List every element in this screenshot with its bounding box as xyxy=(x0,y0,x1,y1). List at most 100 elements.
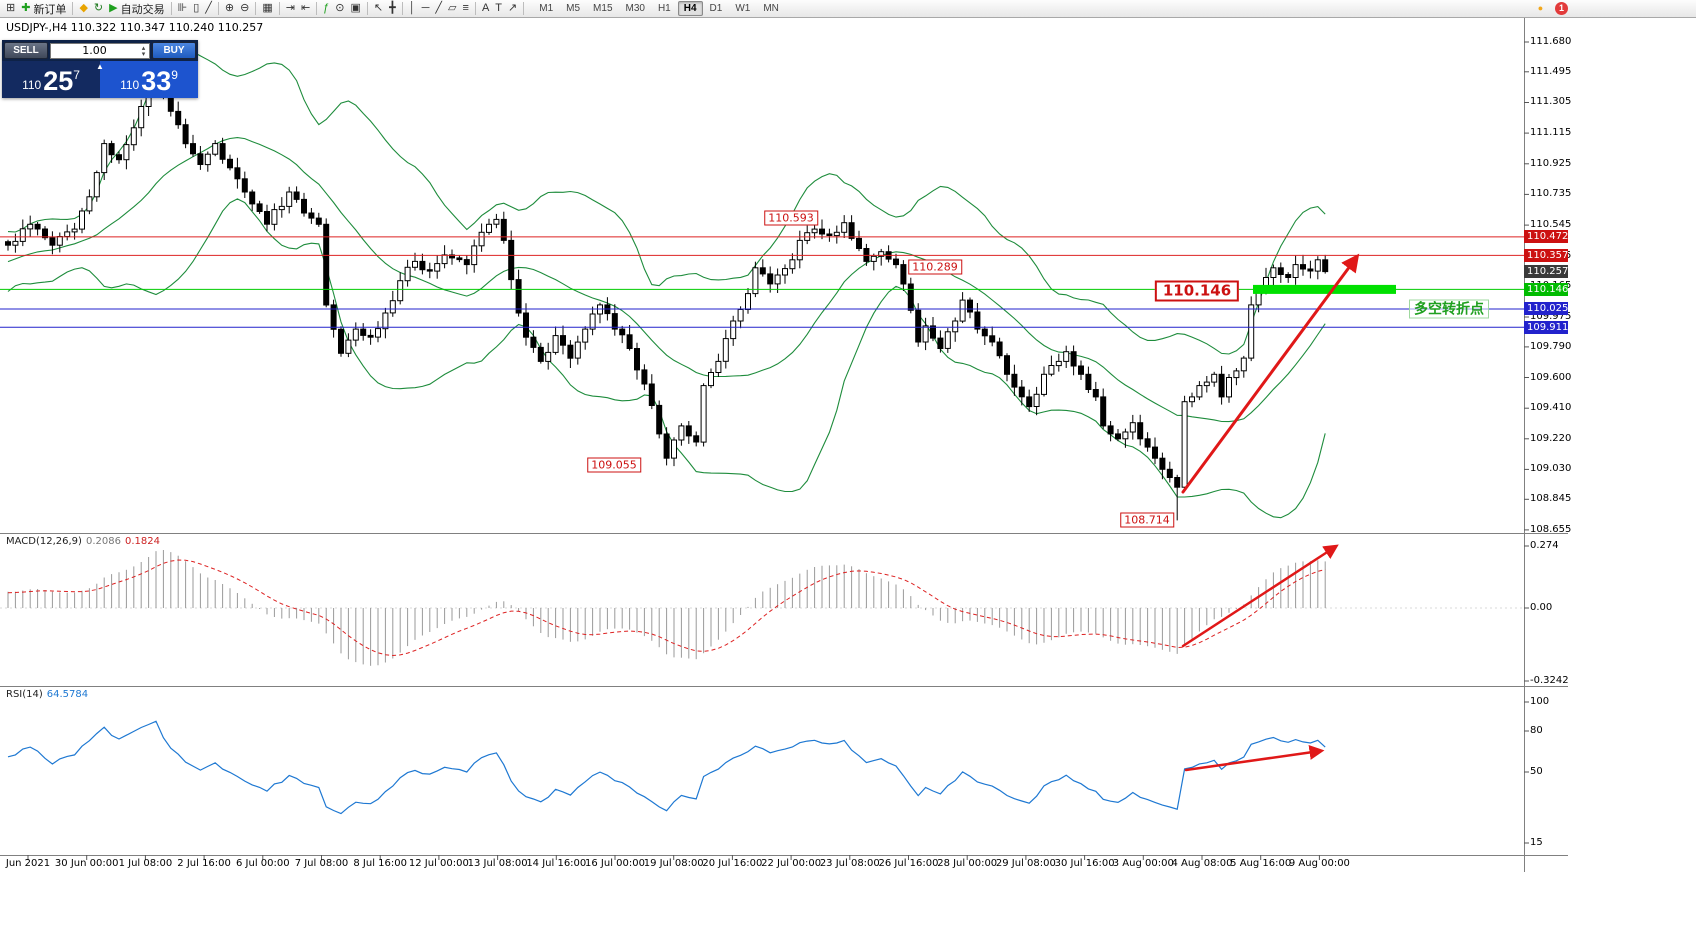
volume-value: 1.00 xyxy=(82,44,107,57)
tile-windows-icon: ▦ xyxy=(262,2,273,14)
rsi-value: 64.5784 xyxy=(46,689,89,700)
profiles-button[interactable]: ◆ xyxy=(76,1,90,17)
cursor-icon: ↖ xyxy=(373,2,384,14)
chart-shift-icon: ⇤ xyxy=(300,2,311,14)
templates-icon: ▣ xyxy=(350,2,361,14)
auto-scroll-icon: ⇥ xyxy=(285,2,295,14)
timeframe-m1[interactable]: M1 xyxy=(539,3,554,14)
sell-price-display[interactable]: 110 25 7 xyxy=(2,61,100,98)
line-chart-icon: ╱ xyxy=(205,2,212,14)
zoom-in-button[interactable]: ⊕ xyxy=(222,1,237,17)
periods-button[interactable]: ⊙ xyxy=(332,1,347,17)
zoom-out-icon: ⊖ xyxy=(240,2,250,14)
bar-chart-button[interactable]: ⊪ xyxy=(175,1,191,17)
crosshair-icon: ╋ xyxy=(389,2,396,14)
rsi-indicator-label: RSI(14) 64.5784 xyxy=(4,689,91,700)
timeframe-d1[interactable]: D1 xyxy=(709,3,723,14)
trendline-icon: ╱ xyxy=(435,2,443,14)
refresh-button[interactable]: ↻ xyxy=(91,1,106,17)
toolbar-separator xyxy=(474,2,476,15)
horizontal-line-button[interactable]: ─ xyxy=(419,1,433,17)
templates-button[interactable]: ▣ xyxy=(348,1,364,17)
spin-up-icon[interactable]: ▴ xyxy=(141,43,146,52)
zoom-out-button[interactable]: ⊖ xyxy=(237,1,252,17)
spin-down-icon[interactable]: ▾ xyxy=(141,49,146,58)
new-order-icon: ✚ xyxy=(21,2,31,14)
timeframe-h4[interactable]: H4 xyxy=(677,1,703,16)
candlestick-chart-icon: ▯ xyxy=(193,2,200,14)
sell-price-prefix: 110 xyxy=(22,78,42,92)
buy-price-prefix: 110 xyxy=(120,78,140,92)
fibonacci-button[interactable]: ≡ xyxy=(460,1,472,17)
timeframe-h1[interactable]: H1 xyxy=(657,3,671,14)
sell-button[interactable]: SELL xyxy=(4,42,48,59)
candlestick-chart-button[interactable]: ▯ xyxy=(190,1,202,17)
arrows-icon: ↗ xyxy=(508,2,518,14)
trade-panel-prices: 110 25 7 ▲ 110 33 9 xyxy=(2,61,198,98)
sell-price-big: 25 xyxy=(43,66,74,96)
toolbar-separator xyxy=(170,2,172,15)
equidistant-channel-icon: ▱ xyxy=(448,2,457,14)
vertical-line-button[interactable]: │ xyxy=(406,1,419,17)
horizontal-line-icon: ─ xyxy=(421,2,430,14)
timeframe-w1[interactable]: W1 xyxy=(735,3,751,14)
macd-indicator-label: MACD(12,26,9) 0.2086 0.1824 xyxy=(4,536,162,547)
sell-price-sup: 7 xyxy=(73,68,80,82)
vertical-line-icon: │ xyxy=(408,2,416,14)
text-icon: A xyxy=(481,2,490,14)
toolbar-separator xyxy=(523,2,525,15)
chart-shift-button[interactable]: ⇤ xyxy=(298,1,313,17)
volume-field[interactable]: 1.00 ▴ ▾ xyxy=(50,42,150,59)
autotrading-button[interactable]: ▶ 自动交易 xyxy=(106,1,167,17)
symbol-ohlc-info: USDJPY-,H4 110.322 110.347 110.240 110.2… xyxy=(6,21,264,34)
one-click-trade-panel: SELL 1.00 ▴ ▾ BUY 110 25 7 ▲ 110 33 9 xyxy=(2,40,198,98)
new-chart-button[interactable]: ⊞ xyxy=(3,1,18,17)
toolbar-separator xyxy=(401,2,403,15)
tile-windows-button[interactable]: ▦ xyxy=(259,1,275,17)
buy-price-display[interactable]: 110 33 9 xyxy=(100,61,198,98)
buy-price-sup: 9 xyxy=(171,68,178,82)
new-chart-icon: ⊞ xyxy=(6,2,16,14)
bar-chart-icon: ⊪ xyxy=(177,2,188,14)
timeframe-toolbar: M1 M5 M15 M30 H1 H4 D1 W1 MN xyxy=(533,1,785,16)
macd-value-main: 0.2086 xyxy=(85,536,121,547)
volume-spinner[interactable]: ▴ ▾ xyxy=(138,43,149,58)
line-chart-button[interactable]: ╱ xyxy=(202,1,215,17)
cursor-button[interactable]: ↖ xyxy=(371,1,386,17)
autotrading-button-label: 自动交易 xyxy=(120,3,165,16)
toolbar-separator xyxy=(316,2,318,15)
buy-button[interactable]: BUY xyxy=(152,42,196,59)
indicators-icon: ƒ xyxy=(323,2,330,14)
new-order-button-label: 新订单 xyxy=(33,3,67,16)
timeframe-m30[interactable]: M30 xyxy=(625,3,645,14)
alert-icon[interactable]: ● xyxy=(1537,3,1544,13)
notification-badge[interactable]: 1 xyxy=(1555,2,1568,15)
tick-direction-icon: ▲ xyxy=(96,62,104,71)
equidistant-channel-button[interactable]: ▱ xyxy=(445,1,459,17)
toolbar-separator xyxy=(278,2,280,15)
profiles-icon: ◆ xyxy=(79,2,88,14)
timeframe-m5[interactable]: M5 xyxy=(566,3,581,14)
toolbar-separator xyxy=(217,2,219,15)
text-label-button[interactable]: T xyxy=(492,1,505,17)
rsi-name: RSI(14) xyxy=(6,689,43,700)
trade-panel-controls: SELL 1.00 ▴ ▾ BUY xyxy=(2,40,198,61)
arrows-button[interactable]: ↗ xyxy=(505,1,520,17)
macd-name: MACD(12,26,9) xyxy=(6,536,82,547)
macd-value-signal: 0.1824 xyxy=(124,536,160,547)
text-label-icon: T xyxy=(495,2,503,14)
new-order-button[interactable]: ✚ 新订单 xyxy=(18,1,69,17)
indicators-button[interactable]: ƒ xyxy=(320,1,332,17)
timeframe-m15[interactable]: M15 xyxy=(593,3,613,14)
autotrading-icon: ▶ xyxy=(109,2,118,14)
toolbar: ⊞ ✚ 新订单 ◆ ↻ ▶ 自动交易 ⊪ ▯ ╱ ⊕ ⊖ ▦ ⇥ ⇤ ƒ ⊙ ▣ ↖ ╋ │ ─ ╱ ▱ ≡ A T ↗ M1 M5 M15… xyxy=(0,0,1696,18)
periods-icon: ⊙ xyxy=(335,2,345,14)
crosshair-button[interactable]: ╋ xyxy=(386,1,399,17)
auto-scroll-button[interactable]: ⇥ xyxy=(283,1,298,17)
trendline-button[interactable]: ╱ xyxy=(432,1,445,17)
refresh-icon: ↻ xyxy=(93,2,104,14)
timeframe-mn[interactable]: MN xyxy=(763,3,779,14)
text-button[interactable]: A xyxy=(479,1,492,17)
toolbar-right-icons: ● 1 xyxy=(1534,2,1568,15)
